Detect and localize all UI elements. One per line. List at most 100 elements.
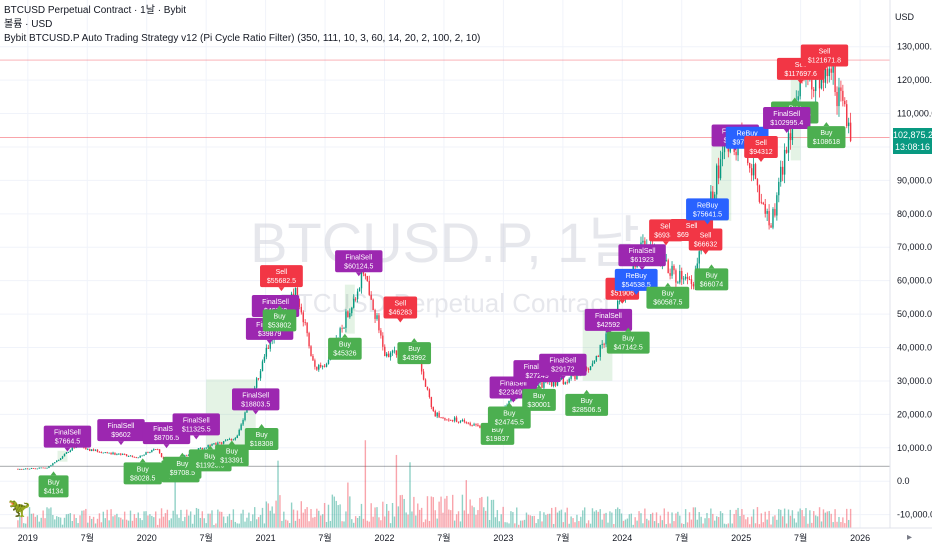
candle-body[interactable] (323, 365, 326, 367)
candle-body[interactable] (374, 310, 376, 319)
candle-body[interactable] (717, 165, 720, 179)
candle-body[interactable] (618, 300, 621, 302)
candle-body[interactable] (26, 468, 29, 470)
candle-body[interactable] (85, 447, 87, 450)
candle-body[interactable] (349, 313, 351, 318)
signal-buy[interactable]: Buy $24745.5 (487, 402, 531, 429)
candle-body[interactable] (785, 149, 788, 153)
candle-body[interactable] (770, 225, 772, 228)
candle-body[interactable] (473, 424, 475, 426)
candle-body[interactable] (257, 378, 260, 380)
candle-body[interactable] (679, 270, 681, 283)
candle-body[interactable] (44, 467, 46, 469)
candle-body[interactable] (712, 191, 714, 204)
candle-body[interactable] (372, 299, 374, 311)
candle-body[interactable] (465, 421, 467, 423)
signal-box[interactable] (260, 265, 303, 288)
signal-finalsell[interactable]: FinalSell $102995.4 (763, 106, 811, 133)
candle-body[interactable] (813, 89, 815, 92)
candle-body[interactable] (145, 452, 147, 455)
candle-body[interactable] (715, 165, 718, 195)
candle-body[interactable] (723, 144, 726, 153)
candle-body[interactable] (735, 151, 737, 156)
candle-body[interactable] (477, 424, 479, 427)
candle-body[interactable] (776, 195, 778, 216)
signal-rebuy[interactable]: ReBuy $54538.5 (614, 268, 658, 295)
signal-box[interactable] (383, 296, 418, 319)
signal-buy[interactable]: Buy $108618 (807, 122, 846, 149)
candle-body[interactable] (781, 166, 784, 175)
candle-body[interactable] (234, 437, 237, 440)
candle-body[interactable] (222, 441, 225, 444)
candle-body[interactable] (48, 466, 50, 468)
candle-body[interactable] (811, 74, 813, 90)
candle-body[interactable] (797, 96, 799, 101)
signal-box[interactable] (565, 393, 609, 416)
candle-body[interactable] (539, 382, 541, 384)
candle-body[interactable] (814, 78, 817, 92)
candle-body[interactable] (562, 378, 565, 384)
candle-body[interactable] (304, 322, 306, 324)
candle-body[interactable] (479, 426, 481, 428)
signal-finalsell[interactable]: FinalSell $60124.5 (335, 250, 383, 277)
signal-buy[interactable]: Buy $47142.5 (606, 327, 650, 354)
candle-body[interactable] (698, 251, 700, 264)
candle-body[interactable] (452, 420, 454, 422)
candle-body[interactable] (343, 327, 345, 329)
candle-body[interactable] (758, 185, 761, 202)
candle-body[interactable] (688, 278, 691, 280)
candle-body[interactable] (56, 460, 58, 463)
candle-body[interactable] (54, 462, 56, 464)
candle-body[interactable] (605, 333, 607, 345)
candle-body[interactable] (382, 335, 384, 347)
candle-body[interactable] (228, 438, 231, 440)
candle-body[interactable] (73, 447, 75, 449)
candle-body[interactable] (684, 276, 687, 279)
candle-body[interactable] (560, 378, 563, 379)
candle-body[interactable] (69, 450, 72, 453)
candle-body[interactable] (269, 340, 271, 349)
candle-body[interactable] (550, 379, 553, 387)
candle-body[interactable] (599, 344, 601, 357)
candle-body[interactable] (440, 417, 442, 419)
candle-body[interactable] (143, 454, 145, 456)
candle-body[interactable] (455, 417, 458, 422)
candle-body[interactable] (122, 453, 124, 455)
candle-body[interactable] (61, 456, 64, 459)
candle-body[interactable] (345, 311, 347, 328)
candle-body[interactable] (436, 412, 438, 417)
candle-body[interactable] (393, 350, 396, 352)
candle-body[interactable] (158, 449, 161, 454)
candle-body[interactable] (364, 273, 367, 277)
signal-box[interactable] (97, 419, 145, 442)
candle-body[interactable] (721, 152, 724, 160)
candle-body[interactable] (57, 460, 60, 461)
candle-body[interactable] (211, 444, 213, 446)
candle-body[interactable] (96, 449, 99, 452)
candle-body[interactable] (230, 438, 233, 441)
candle-body[interactable] (90, 449, 93, 451)
candle-body[interactable] (376, 315, 378, 319)
candle-body[interactable] (671, 265, 673, 276)
candle-body[interactable] (453, 417, 456, 421)
candle-body[interactable] (591, 363, 594, 367)
candle-body[interactable] (24, 468, 27, 470)
candle-body[interactable] (787, 133, 790, 153)
candle-body[interactable] (585, 367, 588, 370)
candle-body[interactable] (378, 315, 380, 331)
candle-body[interactable] (665, 260, 667, 262)
candle-body[interactable] (450, 420, 452, 421)
candle-body[interactable] (30, 468, 33, 469)
candle-body[interactable] (292, 293, 295, 296)
candle-body[interactable] (129, 455, 132, 457)
candle-body[interactable] (255, 378, 258, 388)
candle-body[interactable] (384, 346, 386, 357)
candle-body[interactable] (32, 468, 35, 469)
candle-body[interactable] (420, 361, 423, 372)
candle-body[interactable] (28, 468, 31, 470)
candle-body[interactable] (601, 343, 603, 345)
candle-body[interactable] (137, 457, 139, 459)
candle-body[interactable] (50, 465, 52, 467)
candle-body[interactable] (306, 322, 308, 334)
